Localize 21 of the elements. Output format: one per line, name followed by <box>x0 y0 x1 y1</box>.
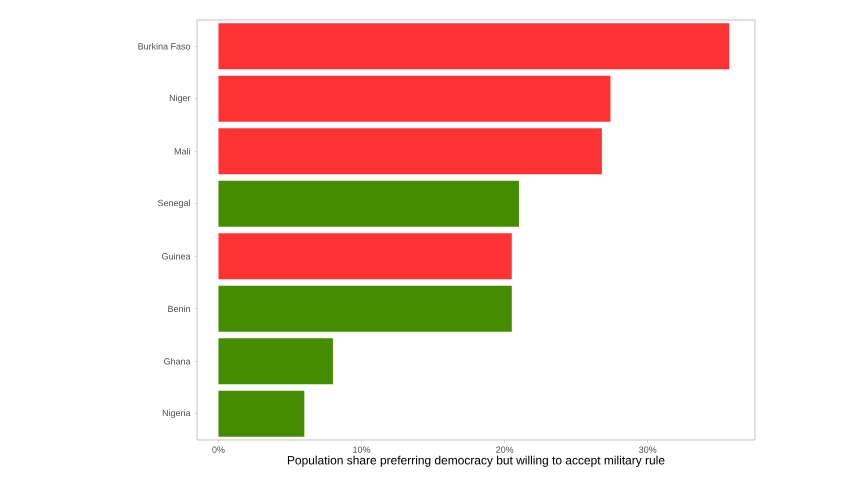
x-tick-label: 20% <box>496 446 514 453</box>
bar <box>218 128 602 174</box>
bar <box>218 390 304 437</box>
y-tick-label: Benin <box>168 305 190 312</box>
bar <box>218 23 730 70</box>
y-tick-label: Guinea <box>162 252 190 260</box>
x-tick-label: 30% <box>639 446 656 453</box>
x-axis-title: Population share preferring democracy but willing to accept military rule <box>288 456 664 467</box>
bar <box>218 76 610 122</box>
y-tick-label: Senegal <box>158 200 190 208</box>
x-tick-label: 0% <box>212 446 225 453</box>
y-tick-label: Mali <box>174 148 190 155</box>
y-tick-label: Ghana <box>164 358 190 365</box>
bar <box>218 338 333 384</box>
bar <box>218 180 519 227</box>
y-tick-label: Burkina Faso <box>138 42 190 50</box>
y-tick-label: Nigeria <box>162 410 190 418</box>
y-tick-label: Niger <box>170 94 190 103</box>
x-tick-label: 10% <box>353 446 370 453</box>
bar <box>218 233 512 280</box>
bar <box>218 286 512 332</box>
